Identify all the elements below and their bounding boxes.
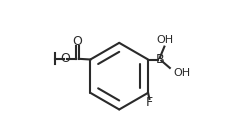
Text: O: O bbox=[60, 52, 70, 65]
Text: F: F bbox=[146, 96, 153, 109]
Text: B: B bbox=[155, 53, 164, 66]
Text: OH: OH bbox=[157, 35, 174, 45]
Text: OH: OH bbox=[173, 68, 190, 78]
Text: O: O bbox=[72, 35, 82, 48]
